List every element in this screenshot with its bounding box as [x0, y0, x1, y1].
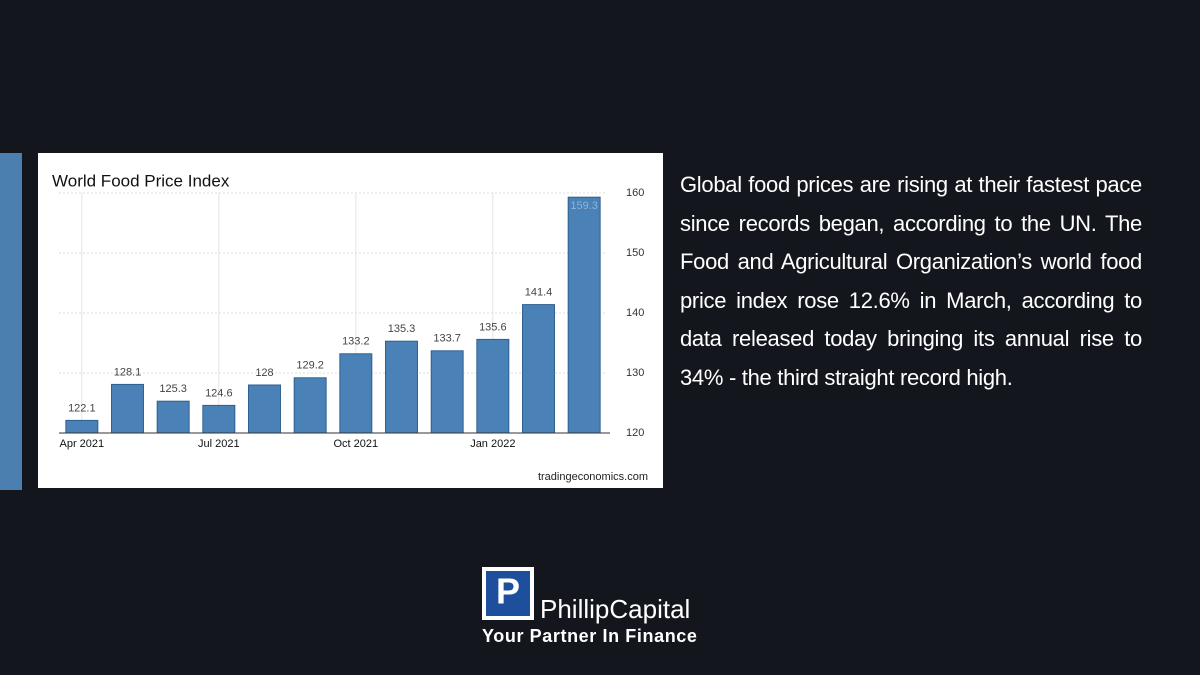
x-tick-label: Jan 2022	[470, 438, 515, 450]
chart-source: tradingeconomics.com	[538, 471, 648, 483]
bar	[430, 350, 464, 434]
value-label: 124.6	[205, 387, 233, 399]
y-tick-label: 120	[626, 427, 644, 439]
paragraph: Global food prices are rising at their f…	[680, 172, 1142, 390]
x-tick-label: Jul 2021	[198, 438, 240, 450]
x-tick-label: Apr 2021	[60, 438, 105, 450]
bar	[111, 383, 144, 434]
value-label: 128	[255, 367, 273, 379]
logo-letter: P	[496, 571, 520, 612]
bar	[156, 400, 190, 434]
value-label: 159.3	[570, 200, 598, 212]
y-tick-label: 130	[626, 367, 644, 379]
bar	[248, 384, 281, 434]
chart-title: World Food Price Index	[52, 171, 230, 190]
value-label: 129.2	[296, 360, 324, 372]
bar	[385, 340, 418, 434]
bar	[476, 338, 510, 434]
x-tick-label: Oct 2021	[334, 438, 379, 450]
value-label: 128.1	[114, 366, 142, 378]
value-label: 133.2	[342, 336, 370, 348]
bar	[202, 404, 236, 434]
logo-inner	[486, 571, 530, 616]
logo-tagline: Your Partner In Finance	[482, 626, 698, 646]
bar	[65, 419, 99, 434]
value-label: 133.7	[433, 333, 461, 345]
accent-stripe	[0, 153, 22, 490]
y-tick-label: 140	[626, 307, 644, 319]
bar	[567, 196, 601, 434]
value-label: 125.3	[159, 383, 187, 395]
value-label: 141.4	[525, 287, 553, 299]
value-label: 135.6	[479, 321, 507, 333]
y-tick-label: 150	[626, 247, 644, 259]
bar	[522, 304, 555, 434]
bar	[339, 353, 373, 434]
bar	[293, 377, 327, 434]
value-label: 135.3	[388, 323, 416, 335]
y-tick-label: 160	[626, 187, 644, 199]
logo-name: PhillipCapital	[540, 594, 690, 624]
value-label: 122.1	[68, 402, 96, 414]
